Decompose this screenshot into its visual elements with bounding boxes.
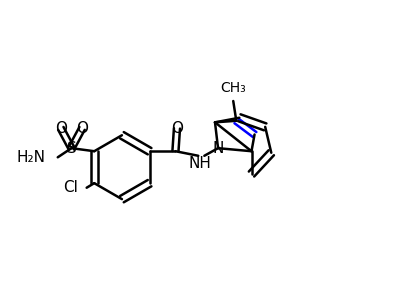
Text: O: O	[55, 121, 67, 136]
Text: S: S	[67, 141, 76, 156]
Text: CH₃: CH₃	[220, 81, 246, 95]
Text: NH: NH	[188, 156, 211, 171]
Text: H₂N: H₂N	[17, 150, 45, 165]
Text: N: N	[212, 141, 224, 156]
Text: O: O	[171, 121, 183, 136]
Text: Cl: Cl	[63, 180, 77, 195]
Text: O: O	[76, 121, 88, 136]
